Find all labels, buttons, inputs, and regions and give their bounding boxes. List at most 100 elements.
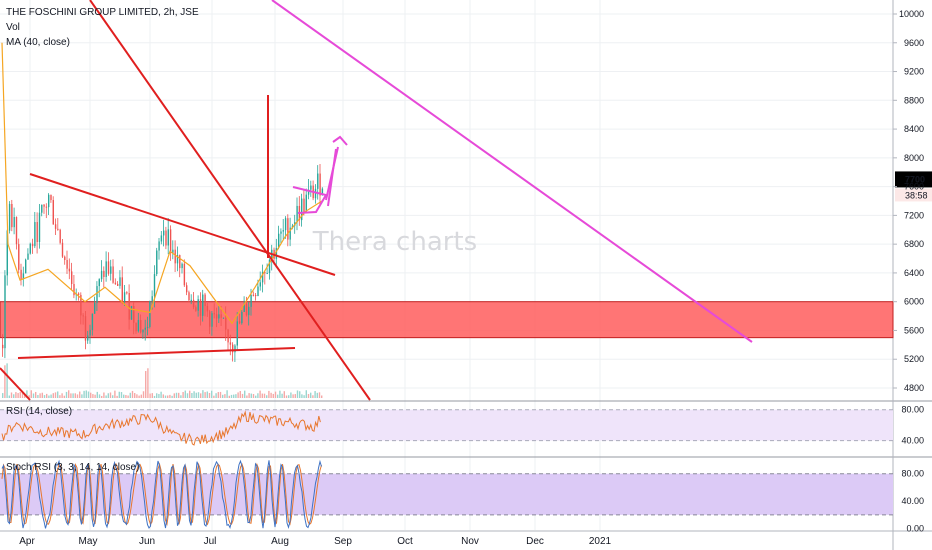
volume-bar — [237, 392, 239, 398]
volume-bar — [46, 393, 48, 398]
volume-bar — [197, 392, 200, 398]
volume-bar — [85, 390, 87, 398]
stoch-tick-label: 40.00 — [901, 496, 924, 506]
volume-bar — [65, 391, 68, 398]
support-line[interactable] — [17, 347, 296, 359]
volume-bar — [2, 393, 4, 398]
candle-body — [128, 293, 130, 320]
volume-bar — [72, 393, 74, 398]
volume-bar — [131, 390, 134, 398]
volume-bar — [125, 394, 127, 398]
volume-bar — [272, 393, 274, 398]
volume-bar — [57, 391, 59, 398]
rsi-legend[interactable]: RSI (14, close) — [6, 406, 73, 417]
candle-body — [264, 272, 266, 274]
candle-body — [45, 206, 48, 208]
volume-bar — [167, 395, 169, 398]
volume-bar — [279, 390, 281, 398]
volume-bar — [261, 393, 263, 398]
candle-body — [192, 299, 195, 308]
stoch-rsi-legend[interactable]: Stoch RSI (3, 3, 14, 14, close) — [6, 462, 140, 473]
candle-body — [172, 249, 174, 253]
time-axis-label: Jul — [204, 536, 217, 547]
candle-body — [119, 277, 121, 286]
volume-bar — [175, 392, 178, 398]
volume-bar — [68, 390, 70, 398]
volume-bar — [270, 392, 272, 398]
ma-legend[interactable]: MA (40, close) — [6, 37, 70, 48]
volume-bar — [6, 363, 8, 398]
volume-bar — [109, 392, 112, 398]
volume-bar — [259, 390, 261, 398]
volume-bar — [222, 394, 224, 398]
stoch-d-line[interactable] — [1, 462, 322, 526]
candle-body — [307, 189, 310, 195]
candle-body — [275, 248, 278, 259]
rsi-line[interactable] — [1, 410, 321, 446]
volume-bar — [10, 392, 13, 398]
volume-bar — [136, 394, 138, 398]
projection-drawings[interactable] — [271, 0, 753, 343]
bull-flag[interactable] — [292, 186, 328, 214]
trendlines[interactable] — [0, 0, 371, 401]
volume-bar — [26, 390, 28, 398]
volume-bar — [32, 393, 35, 398]
price-tick-label: 6800 — [904, 239, 924, 249]
price-tick-label: 6000 — [904, 297, 924, 307]
volume-bar — [283, 391, 285, 398]
stoch-k-line[interactable] — [1, 459, 322, 530]
volume-bar — [296, 390, 299, 398]
volume-bar — [92, 394, 94, 398]
candle-body — [268, 259, 271, 273]
volume-bar — [160, 391, 162, 398]
candle-body — [305, 194, 307, 213]
volume-bar — [17, 393, 19, 398]
volume-bar — [294, 394, 296, 398]
breakout-arrow-head[interactable] — [332, 135, 348, 146]
candle-body — [151, 296, 153, 301]
price-axis: 10000 9600 9200 8800 8400 8000 7600 7200 6800 640… — [893, 9, 924, 393]
volume-bar — [184, 390, 186, 398]
candle-body — [167, 229, 169, 246]
volume-bar — [312, 395, 314, 398]
volume-bar — [149, 393, 151, 398]
time-axis-label: Jun — [139, 536, 155, 547]
long-downtrend-line[interactable] — [271, 0, 753, 343]
demand-zone[interactable] — [0, 301, 894, 339]
descending-trendline[interactable] — [29, 173, 336, 276]
volume-bar — [217, 392, 219, 398]
volume-legend[interactable]: Vol — [6, 22, 20, 33]
candle-body — [199, 299, 202, 316]
candle-body — [140, 320, 142, 333]
candle-body — [314, 188, 317, 199]
volume-bar — [178, 392, 180, 398]
candle-body — [195, 307, 197, 311]
candle-body — [146, 326, 149, 328]
volume-bar — [206, 391, 208, 398]
candle-body — [289, 227, 291, 240]
volume-bar — [252, 394, 255, 398]
left-trendline[interactable] — [0, 367, 31, 401]
volume-bar — [98, 394, 101, 398]
candle-body — [209, 311, 211, 327]
candle-body — [133, 306, 135, 323]
steep-trendline[interactable] — [89, 0, 371, 401]
volume-bar — [301, 394, 303, 398]
volume-bar — [94, 394, 96, 398]
chart-title[interactable]: THE FOSCHINI GROUP LIMITED, 2h, JSE — [6, 7, 199, 18]
ma-line[interactable] — [1, 42, 323, 325]
candle-body — [94, 302, 96, 314]
time-axis-label: 2021 — [589, 536, 612, 547]
candle-body — [103, 270, 105, 277]
time-axis-label: Oct — [397, 536, 413, 547]
candle-body — [25, 259, 27, 274]
volume-bar — [314, 391, 316, 398]
volume-bar — [219, 391, 222, 398]
candle-body — [321, 188, 324, 196]
volume-bar — [202, 390, 204, 398]
breakout-arrow-line[interactable] — [327, 148, 337, 207]
volume-bar — [96, 391, 98, 398]
volume-bar — [123, 394, 125, 398]
volume-bar — [292, 394, 294, 398]
